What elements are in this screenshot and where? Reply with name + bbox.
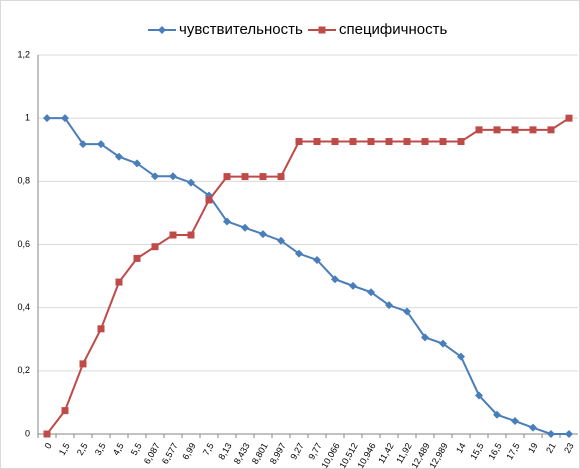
point-marker [385,138,393,146]
point-marker [169,231,177,239]
point-marker [457,138,465,146]
point-marker [493,410,501,419]
point-marker [457,352,465,361]
y-tick-label: 1,2 [17,49,30,59]
x-tick-label: 21 [544,441,558,455]
x-tick-label: 19 [526,441,540,455]
point-marker [349,281,357,290]
point-marker [133,254,141,262]
point-marker [367,138,375,146]
legend-label: специфичность [339,21,447,38]
point-marker [97,325,105,333]
point-marker [187,178,195,187]
point-marker [223,173,231,181]
x-tick-label: 14 [454,441,468,455]
point-marker [259,230,267,239]
point-marker [79,140,87,149]
point-marker [511,126,519,134]
point-marker [331,138,339,146]
point-marker [475,391,483,400]
series-line [47,117,569,435]
point-marker [295,249,303,258]
point-marker [493,126,501,134]
point-marker [61,407,69,415]
point-marker [421,333,429,342]
point-marker [475,126,483,134]
y-tick-label: 0 [25,428,30,438]
point-marker [367,288,375,297]
point-marker [241,173,249,181]
point-marker [331,275,339,284]
point-marker [79,360,87,368]
point-marker [115,152,123,161]
point-marker [43,430,51,438]
y-tick-label: 0,6 [17,239,30,249]
point-marker [547,430,555,438]
legend-label: чувствительность [179,21,303,38]
point-marker [529,126,537,134]
point-marker [547,126,555,134]
y-tick-label: 0,8 [17,176,30,186]
point-marker [169,172,177,181]
point-marker [151,243,159,251]
point-marker [313,138,321,146]
point-marker [115,278,123,286]
legend-marker [158,26,166,34]
point-marker [295,138,303,146]
x-tick-label: 0 [43,441,54,450]
point-marker [439,138,447,146]
legend-marker [318,26,326,34]
point-marker [61,114,69,123]
y-tick-label: 1 [25,113,30,123]
point-marker [403,307,411,316]
point-marker [151,172,159,181]
point-marker [97,140,105,149]
y-tick-label: 0,4 [17,302,30,312]
point-marker [133,159,141,168]
y-tick-label: 0,2 [17,365,30,375]
point-marker [223,217,231,226]
point-marker [385,301,393,310]
point-marker [565,114,573,122]
point-marker [421,138,429,146]
point-marker [259,173,267,181]
point-marker [511,417,519,426]
point-marker [277,173,285,181]
point-marker [241,223,249,232]
point-marker [403,138,411,146]
point-marker [529,423,537,432]
x-tick-label: 23 [562,441,576,455]
point-marker [349,138,357,146]
point-marker [439,339,447,348]
point-marker [277,236,285,245]
point-marker [565,430,573,438]
point-marker [187,231,195,239]
point-marker [43,114,51,123]
point-marker [205,196,213,204]
point-marker [313,255,321,264]
